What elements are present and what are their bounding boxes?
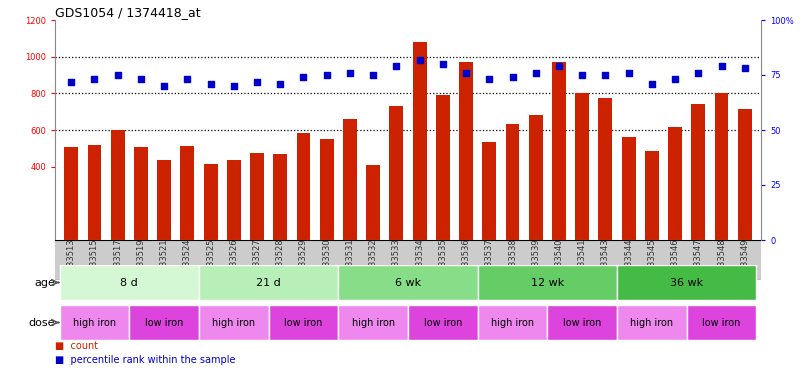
- Bar: [617, 265, 756, 300]
- Bar: [436, 95, 450, 240]
- Bar: [199, 265, 339, 300]
- Bar: [408, 305, 478, 340]
- Point: [413, 57, 426, 63]
- Text: high iron: high iron: [630, 318, 673, 327]
- Text: ■  percentile rank within the sample: ■ percentile rank within the sample: [55, 355, 235, 365]
- Bar: [199, 305, 268, 340]
- Bar: [157, 160, 171, 240]
- Bar: [389, 106, 403, 240]
- Bar: [110, 130, 125, 240]
- Point: [436, 61, 449, 67]
- Bar: [687, 305, 756, 340]
- Point: [530, 70, 542, 76]
- Point: [343, 70, 356, 76]
- Bar: [547, 305, 617, 340]
- Bar: [413, 42, 426, 240]
- Bar: [459, 62, 473, 240]
- Bar: [273, 154, 287, 240]
- Point: [88, 76, 101, 82]
- Bar: [505, 124, 520, 240]
- Bar: [320, 139, 334, 240]
- Bar: [645, 151, 659, 240]
- Bar: [60, 305, 129, 340]
- Text: high iron: high iron: [73, 318, 116, 327]
- Text: dose: dose: [28, 318, 55, 327]
- Point: [320, 72, 333, 78]
- Text: 21 d: 21 d: [256, 278, 281, 288]
- Point: [204, 81, 217, 87]
- Point: [111, 72, 124, 78]
- Text: high iron: high iron: [351, 318, 395, 327]
- Bar: [60, 265, 199, 300]
- Bar: [692, 104, 705, 240]
- Bar: [737, 109, 752, 240]
- Point: [506, 74, 519, 80]
- Text: low iron: low iron: [285, 318, 322, 327]
- Bar: [617, 305, 687, 340]
- Text: 8 d: 8 d: [120, 278, 138, 288]
- Bar: [343, 119, 357, 240]
- Bar: [575, 93, 589, 240]
- Text: low iron: low iron: [424, 318, 462, 327]
- Bar: [482, 142, 496, 240]
- Text: GDS1054 / 1374418_at: GDS1054 / 1374418_at: [55, 6, 201, 19]
- Bar: [478, 265, 617, 300]
- Point: [135, 76, 147, 82]
- Point: [575, 72, 588, 78]
- Point: [274, 81, 287, 87]
- Bar: [598, 98, 613, 240]
- Point: [181, 76, 193, 82]
- Point: [599, 72, 612, 78]
- Text: 6 wk: 6 wk: [395, 278, 421, 288]
- Text: low iron: low iron: [702, 318, 741, 327]
- Bar: [621, 137, 636, 240]
- Bar: [134, 147, 147, 240]
- Bar: [339, 305, 408, 340]
- Point: [483, 76, 496, 82]
- Point: [646, 81, 659, 87]
- Point: [552, 63, 565, 69]
- Point: [622, 70, 635, 76]
- Text: age: age: [34, 278, 55, 288]
- Bar: [250, 153, 264, 240]
- Text: low iron: low iron: [563, 318, 601, 327]
- Text: low iron: low iron: [145, 318, 183, 327]
- Bar: [88, 145, 102, 240]
- Point: [390, 63, 403, 69]
- Bar: [64, 147, 78, 240]
- Bar: [366, 165, 380, 240]
- Point: [64, 79, 77, 85]
- Text: high iron: high iron: [491, 318, 534, 327]
- Bar: [204, 164, 218, 240]
- Text: 12 wk: 12 wk: [530, 278, 564, 288]
- Point: [669, 76, 682, 82]
- Point: [459, 70, 472, 76]
- Bar: [478, 305, 547, 340]
- Point: [738, 65, 751, 71]
- Bar: [668, 127, 682, 240]
- Bar: [339, 265, 478, 300]
- Bar: [715, 93, 729, 240]
- Bar: [268, 305, 339, 340]
- Bar: [226, 160, 241, 240]
- Bar: [529, 116, 542, 240]
- Point: [158, 83, 171, 89]
- Point: [692, 70, 704, 76]
- Bar: [297, 133, 310, 240]
- Point: [367, 72, 380, 78]
- Text: 36 wk: 36 wk: [670, 278, 704, 288]
- Bar: [129, 305, 199, 340]
- Bar: [552, 62, 566, 240]
- Bar: [181, 146, 194, 240]
- Point: [227, 83, 240, 89]
- Text: ■  count: ■ count: [55, 341, 98, 351]
- Text: high iron: high iron: [212, 318, 256, 327]
- Point: [715, 63, 728, 69]
- Point: [251, 79, 264, 85]
- Point: [297, 74, 310, 80]
